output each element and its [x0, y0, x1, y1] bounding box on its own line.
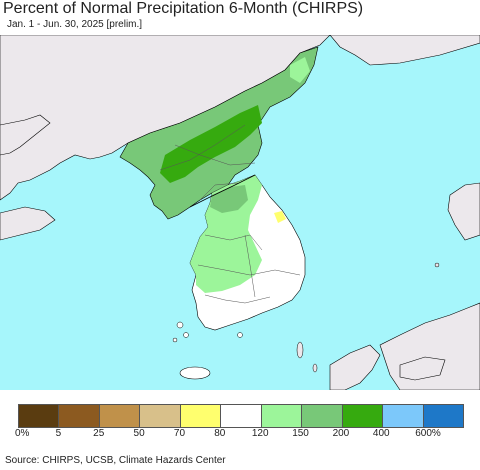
legend-swatch: [99, 405, 141, 427]
island: [237, 332, 243, 338]
japan-shikoku: [399, 356, 446, 381]
legend-swatch: [59, 405, 100, 427]
island: [183, 332, 189, 338]
legend-swatch: [383, 405, 424, 427]
source-credit: Source: CHIRPS, UCSB, Climate Hazards Ce…: [5, 455, 226, 466]
legend-swatch: [140, 405, 181, 427]
legend-tick-label: 200: [332, 428, 350, 439]
legend-tick-label: 5: [55, 428, 62, 439]
island: [176, 321, 184, 329]
island: [312, 363, 318, 373]
map-subtitle: Jan. 1 - Jun. 30, 2025 [prelim.]: [7, 19, 143, 30]
legend-swatch: [19, 405, 60, 427]
legend-colorbar: [18, 404, 464, 428]
legend-swatch: [302, 405, 343, 427]
legend-tick-label: 600%: [415, 428, 441, 439]
north-korea-northeast-patch: [290, 57, 310, 83]
legend-swatch: [261, 405, 303, 427]
legend-ticks: 0% 5 25 50 70 80 120 150 200 400 600%: [0, 428, 480, 442]
tsushima-island: [296, 341, 304, 359]
province-boundaries: [159, 124, 301, 304]
legend-swatch: [221, 405, 262, 427]
island: [434, 262, 440, 268]
legend-tick-label: 120: [251, 428, 269, 439]
legend-tick-label: 0%: [15, 428, 30, 439]
shandong-peninsula: [0, 206, 56, 241]
north-korea-interior-high: [160, 105, 262, 183]
legend-tick-label: 50: [133, 428, 145, 439]
south-korea-northwest-wet: [190, 175, 262, 293]
precipitation-map: [0, 35, 480, 390]
legend-tick-label: 150: [292, 428, 309, 439]
russia-coast: [329, 35, 480, 66]
east-coast-dry-spot: [274, 211, 286, 223]
island: [172, 337, 178, 343]
legend-tick-label: 25: [93, 428, 105, 439]
legend-tick-label: 80: [214, 428, 226, 439]
liaodong-peninsula: [0, 114, 51, 156]
legend-swatch: [423, 405, 463, 427]
map-title: Percent of Normal Precipitation 6-Month …: [3, 0, 364, 17]
legend-swatch: [342, 405, 384, 427]
legend-swatch: [180, 405, 222, 427]
japan-kyushu: [329, 344, 381, 390]
japan-hokkaido-edge: [447, 182, 480, 241]
dmz-line: [189, 174, 256, 208]
legend-tick-label: 70: [173, 428, 186, 439]
legend-tick-label: 400: [372, 428, 390, 439]
jeju-island: [179, 366, 211, 380]
